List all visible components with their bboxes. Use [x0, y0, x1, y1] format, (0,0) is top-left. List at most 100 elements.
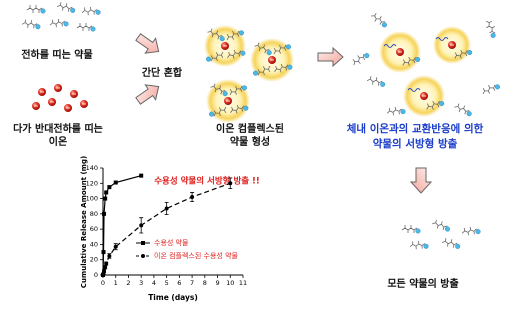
complex-label: 약물 형성: [230, 135, 270, 148]
drug-molecule: [230, 104, 249, 114]
molecule-chain: [482, 84, 496, 95]
legend-label: 이온 컴플렉스된 수용성 약물: [154, 251, 239, 260]
molecule-charge: [222, 91, 228, 97]
tether: [407, 88, 421, 92]
legend-marker: [141, 254, 145, 258]
drug-molecule: [49, 18, 69, 28]
y-tick-label: 20: [90, 256, 98, 264]
molecule-chain: [274, 63, 289, 73]
marker: [113, 180, 118, 185]
molecule-charge: [444, 226, 450, 232]
drug-molecule: [441, 238, 461, 249]
drug-molecule: [210, 83, 228, 97]
drug-molecule: [56, 2, 76, 13]
molecule-chain: [386, 106, 402, 116]
molecule-charge: [63, 21, 69, 27]
marker: [190, 195, 195, 200]
molecule-chain: [461, 226, 477, 236]
molecule-charge: [287, 64, 293, 70]
molecule-chain: [210, 83, 226, 95]
marker: [228, 181, 233, 186]
chart: Cumulative Release Amount (mg) Time (day…: [80, 156, 260, 302]
drug-molecule: [226, 30, 244, 41]
marker: [102, 269, 107, 274]
molecule-chain: [409, 240, 426, 250]
molecule-chain: [352, 53, 366, 66]
molecule-chain: [485, 20, 496, 34]
molecule-chain: [401, 225, 418, 233]
molecule-charge: [266, 50, 272, 56]
drug-molecule: [81, 6, 101, 16]
exchange-label: 약물의 서방형 방출: [373, 137, 458, 150]
y-tick-label: 120: [86, 179, 98, 187]
exchange-label: 체내 이온과의 교환반응에 의한: [347, 122, 484, 135]
drug-molecule: [461, 226, 481, 236]
x-tick-label: 11: [239, 279, 247, 287]
molecule-charge: [494, 84, 500, 90]
ion-label: 이온: [49, 135, 67, 148]
molecule-charge: [455, 243, 461, 249]
molecule-charge: [466, 111, 472, 117]
molecule-charge: [238, 30, 244, 36]
x-tick-label: 3: [139, 279, 143, 287]
molecule-charge: [475, 229, 481, 235]
molecule-chain: [257, 65, 271, 76]
marker: [107, 185, 112, 190]
molecule-charge: [285, 44, 291, 50]
legend-marker: [141, 241, 145, 245]
series-line: [102, 182, 231, 276]
drug-molecule: [366, 76, 386, 87]
complex-label: 이온 컴플렉스된: [216, 122, 284, 135]
release-label: 모든 약물의 방출: [387, 277, 458, 290]
drug-molecule: [209, 106, 227, 117]
drug-molecule: [206, 51, 224, 62]
y-tick-label: 0: [94, 271, 98, 279]
drug-molecule: [386, 106, 406, 116]
illustration: [21, 2, 500, 250]
molecule-charge: [219, 36, 225, 42]
drug-molecule: [254, 42, 272, 56]
y-tick-label: 100: [86, 195, 98, 203]
y-tick-label: 40: [90, 240, 98, 248]
molecule-charge: [415, 57, 421, 63]
molecule-chain: [254, 42, 270, 54]
molecule-charge: [209, 111, 215, 117]
molecule-chain: [81, 6, 98, 16]
molecule-charge: [90, 26, 96, 32]
ion-label: 다가 반대전하를 띠는: [13, 122, 103, 135]
drug-molecule: [352, 53, 370, 66]
molecule-chain: [230, 104, 245, 114]
drug-molecule: [409, 240, 429, 250]
drug-molecule: [402, 56, 421, 66]
molecule-charge: [490, 32, 496, 38]
molecule-chain: [371, 12, 386, 25]
molecule-charge: [364, 53, 370, 59]
marker: [102, 211, 107, 216]
chart-title: 수용성 약물의 서방형 방출 !!: [154, 176, 260, 187]
drug-molecule: [371, 12, 387, 28]
marker: [104, 190, 109, 195]
drug-molecule: [26, 5, 46, 14]
series-line: [102, 175, 142, 276]
molecule-charge: [35, 24, 41, 30]
arrow: [135, 33, 433, 194]
drug-molecule: [274, 63, 293, 73]
molecule-charge: [253, 70, 259, 76]
molecule-charge: [423, 243, 429, 249]
molecule-charge: [70, 7, 76, 13]
molecule-chain: [56, 2, 73, 12]
x-tick-label: 6: [177, 279, 181, 287]
marker: [139, 223, 144, 228]
drug-molecule: [454, 103, 472, 117]
y-axis-label: Cumulative Release Amount (mg): [80, 156, 88, 288]
x-tick-label: 1: [114, 279, 118, 287]
drug-molecule: [482, 84, 500, 95]
molecule-chain: [229, 85, 243, 96]
molecule-chain: [273, 44, 287, 55]
y-tick-label: 80: [90, 210, 98, 218]
molecule-chain: [49, 18, 65, 28]
drug-molecule: [273, 44, 291, 55]
molecule-chain: [210, 51, 224, 62]
x-tick-label: 5: [165, 279, 169, 287]
x-tick-label: 0: [101, 279, 105, 287]
